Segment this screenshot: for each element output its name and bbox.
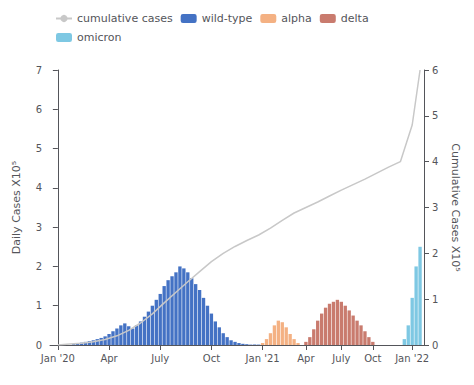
svg-text:5: 5: [36, 143, 42, 154]
svg-text:1: 1: [432, 294, 438, 305]
svg-text:delta: delta: [341, 12, 369, 25]
svg-text:4: 4: [432, 156, 438, 167]
svg-text:7: 7: [36, 65, 42, 76]
svg-text:July: July: [150, 353, 169, 364]
svg-text:cumulative cases: cumulative cases: [77, 12, 173, 25]
svg-text:Jan '22: Jan '22: [394, 353, 429, 364]
svg-text:5: 5: [432, 110, 438, 121]
svg-text:0: 0: [36, 340, 42, 351]
svg-text:Cumulative Cases X10⁵: Cumulative Cases X10⁵: [449, 143, 462, 271]
svg-text:omicron: omicron: [77, 31, 122, 44]
svg-text:1: 1: [36, 300, 42, 311]
svg-text:4: 4: [36, 182, 42, 193]
svg-text:6: 6: [432, 65, 438, 76]
svg-text:Daily Cases X10⁵: Daily Cases X10⁵: [10, 161, 23, 254]
svg-text:Oct: Oct: [203, 353, 220, 364]
svg-text:Jan '20: Jan '20: [40, 353, 75, 364]
svg-text:wild-type: wild-type: [202, 12, 253, 25]
svg-text:6: 6: [36, 104, 42, 115]
svg-text:2: 2: [432, 248, 438, 259]
svg-text:3: 3: [432, 202, 438, 213]
svg-text:July: July: [331, 353, 350, 364]
svg-text:alpha: alpha: [281, 12, 312, 25]
svg-text:Apr: Apr: [297, 353, 315, 364]
svg-text:Apr: Apr: [100, 353, 118, 364]
svg-text:Jan '21: Jan '21: [245, 353, 280, 364]
svg-text:3: 3: [36, 222, 42, 233]
svg-text:Oct: Oct: [364, 353, 381, 364]
svg-text:2: 2: [36, 261, 42, 272]
svg-text:0: 0: [432, 340, 438, 351]
